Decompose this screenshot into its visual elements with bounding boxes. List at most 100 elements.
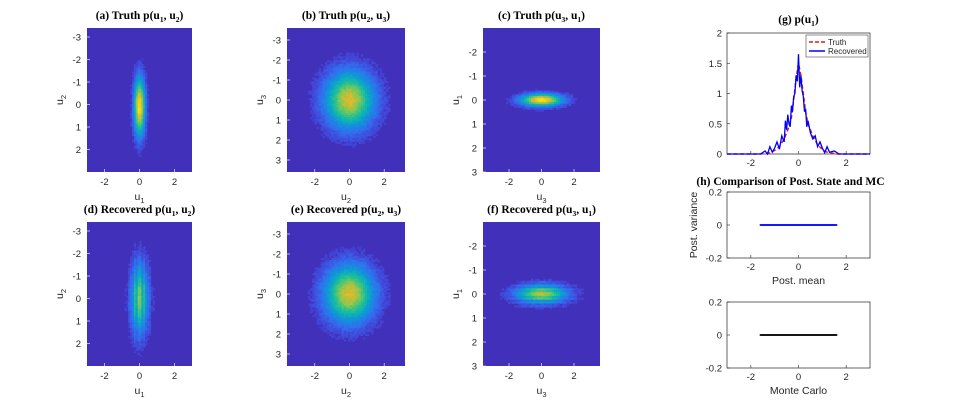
heatmap-cell [322, 75, 326, 78]
heatmap-cell [143, 286, 146, 289]
heatmap-cell [327, 88, 330, 91]
heatmap-cell [364, 84, 368, 88]
heatmap-cell [364, 73, 368, 76]
heatmap-cell [139, 276, 142, 280]
heatmap-cell [360, 88, 364, 91]
x-tick-label: -2 [100, 371, 108, 382]
heatmap-cell [145, 297, 148, 300]
heatmap-cell [327, 295, 330, 299]
heatmap-cell [316, 311, 319, 314]
heatmap-cell [318, 88, 322, 91]
heatmap-cell [324, 90, 328, 93]
heatmap-cell [341, 254, 345, 257]
heatmap-cell [516, 101, 519, 105]
y-tick-label: 1 [717, 89, 722, 100]
heatmap-cell [333, 101, 336, 105]
heatmap-cell [383, 107, 387, 110]
heatmap-cell [533, 305, 536, 308]
heatmap-cell [377, 276, 381, 280]
heatmap-cell [133, 259, 137, 263]
heatmap-cell [139, 246, 142, 249]
heatmap-cell [341, 271, 345, 274]
heatmap-cell [568, 284, 572, 287]
heatmap-cell [343, 252, 347, 255]
heatmap-cell [335, 314, 338, 318]
heatmap-cell [145, 81, 148, 84]
heatmap-cell [145, 126, 148, 129]
heatmap-cell [564, 297, 567, 300]
heatmap-cell [375, 124, 378, 127]
heatmap-cell [343, 297, 347, 300]
heatmap-cell [379, 107, 383, 110]
heatmap-cell [377, 75, 381, 78]
heatmap-cell [364, 324, 368, 327]
heatmap-cell [373, 122, 376, 125]
heatmap-cell [327, 288, 330, 291]
heatmap-cell [512, 301, 515, 304]
heatmap-cell [324, 98, 328, 101]
heatmap-cell [570, 284, 574, 287]
y-tick-label: -3 [273, 36, 281, 47]
heatmap-cell [354, 295, 357, 299]
heatmap-cell [322, 96, 326, 99]
heatmap-cell [356, 92, 359, 95]
heatmap-cell [139, 294, 142, 297]
heatmap-cell [329, 118, 332, 122]
heatmap-cell [318, 288, 322, 291]
heatmap-cell [348, 117, 351, 120]
heatmap-cell [130, 328, 133, 331]
heatmap-cell [348, 96, 351, 99]
heatmap-cell [346, 126, 349, 129]
heatmap-cell [346, 326, 349, 329]
heatmap-cell [327, 328, 330, 331]
heatmap-cell [369, 278, 372, 282]
heatmap-cell [364, 100, 368, 103]
heatmap-cell [551, 288, 555, 291]
heatmap-cell [139, 151, 142, 154]
heatmap-cell [556, 96, 559, 99]
heatmap-cell [533, 98, 536, 101]
heatmap-cell [371, 94, 374, 97]
heatmap-cell [333, 90, 336, 93]
heatmap-cell [145, 271, 148, 274]
heatmap-cell [133, 312, 137, 316]
heatmap-cell [133, 309, 137, 312]
heatmap-cell [543, 286, 546, 289]
heatmap-cell [383, 105, 387, 108]
x-tick-label: 2 [571, 177, 576, 188]
heatmap-cell [348, 94, 351, 97]
heatmap-cell [324, 62, 328, 65]
heatmap-cell [371, 324, 374, 327]
heatmap-cell [141, 303, 144, 306]
heatmap-cell [137, 120, 140, 124]
heatmap-cell [381, 271, 385, 274]
heatmap-cell [356, 294, 359, 297]
heatmap-cell [541, 292, 544, 295]
heatmap-cell [388, 86, 391, 89]
heatmap-cell [348, 113, 351, 116]
heatmap-cell [367, 267, 370, 270]
heatmap-cell [373, 75, 376, 78]
heatmap-cell [377, 77, 381, 80]
heatmap-cell [132, 132, 135, 135]
heatmap-cell [348, 335, 351, 338]
heatmap-cell [318, 111, 322, 114]
heatmap-cell [362, 124, 366, 127]
heatmap-cell [543, 288, 546, 291]
heatmap-cell [329, 98, 332, 101]
heatmap-cell [143, 276, 146, 280]
heatmap-cell [130, 307, 133, 310]
heatmap-cell [367, 122, 370, 125]
heatmap-cell [322, 113, 326, 116]
heatmap-cell [360, 107, 364, 110]
heatmap-cell [577, 294, 580, 297]
heatmap-cell [371, 320, 374, 323]
heatmap-cell [147, 254, 150, 257]
heatmap-cell [377, 284, 381, 287]
heatmap-cell [331, 101, 334, 105]
heatmap-cell [333, 111, 336, 114]
heatmap-cell [350, 62, 353, 65]
x-tick-label: -2 [747, 158, 755, 169]
heatmap-cell [358, 294, 362, 297]
heatmap-cell [312, 284, 315, 287]
